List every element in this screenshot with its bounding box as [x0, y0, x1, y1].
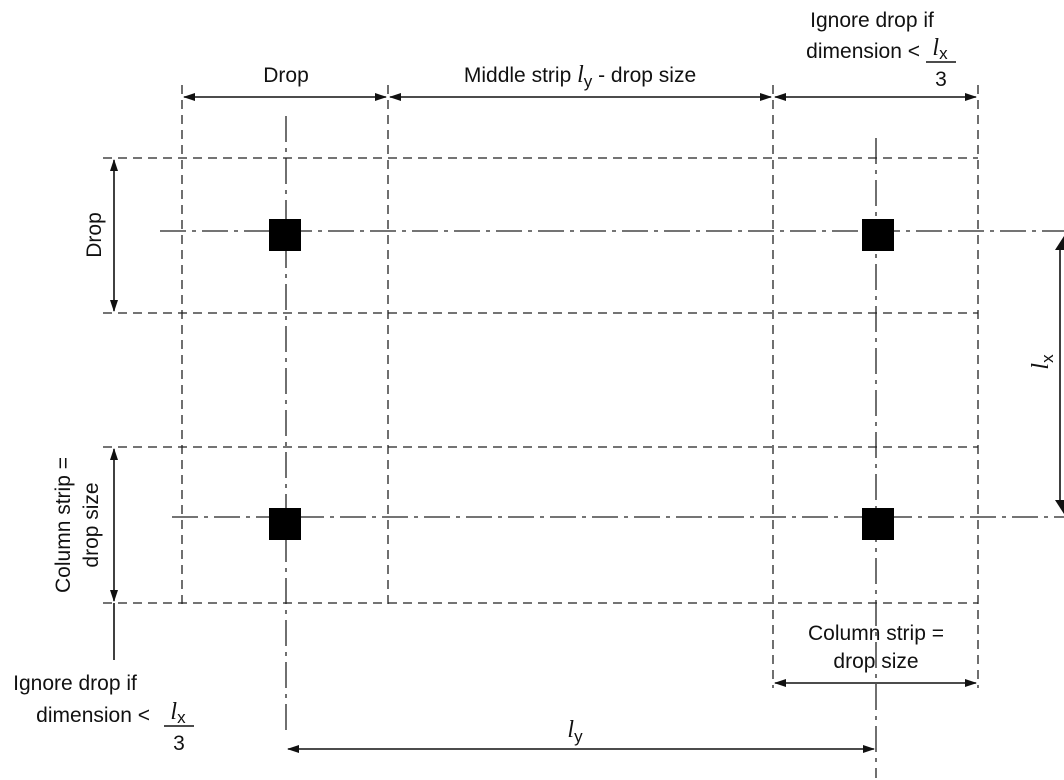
lx-arrowhead-bottom [1055, 500, 1064, 514]
column-strip-right-line1: Column strip = [808, 622, 944, 645]
bottom-fraction-numerator: lx [170, 699, 186, 727]
ignore-drop-bottom-fraction: lx 3 [164, 699, 194, 755]
lx-arrowhead-top [1055, 236, 1064, 250]
top-fraction-denominator: 3 [935, 68, 947, 91]
column-top-left [269, 219, 301, 251]
top-fraction-numerator: lx [932, 35, 948, 63]
drop-top-label: Drop [263, 64, 309, 87]
bottom-fraction-denominator: 3 [173, 732, 185, 755]
column-strip-left-line2: drop size [80, 482, 103, 567]
lx-label: lx [1028, 354, 1057, 370]
middle-strip-label: Middle strip ly - drop size [464, 62, 696, 91]
ignore-drop-top-line1: Ignore drop if [810, 9, 934, 32]
ignore-drop-bottom-line2: dimension < [36, 704, 150, 727]
column-bottom-right [862, 508, 894, 540]
column-top-right [862, 219, 894, 251]
column-strip-left-line1: Column strip = [52, 457, 75, 593]
ly-label: ly [567, 717, 583, 746]
ignore-drop-bottom-line1: Ignore drop if [13, 672, 137, 695]
drop-left-label: Drop [83, 212, 106, 258]
ignore-drop-top-line2: dimension < [806, 40, 920, 63]
column-bottom-left [269, 508, 301, 540]
ignore-drop-top-fraction: lx 3 [926, 35, 956, 91]
column-strip-right-line2: drop size [833, 650, 918, 673]
